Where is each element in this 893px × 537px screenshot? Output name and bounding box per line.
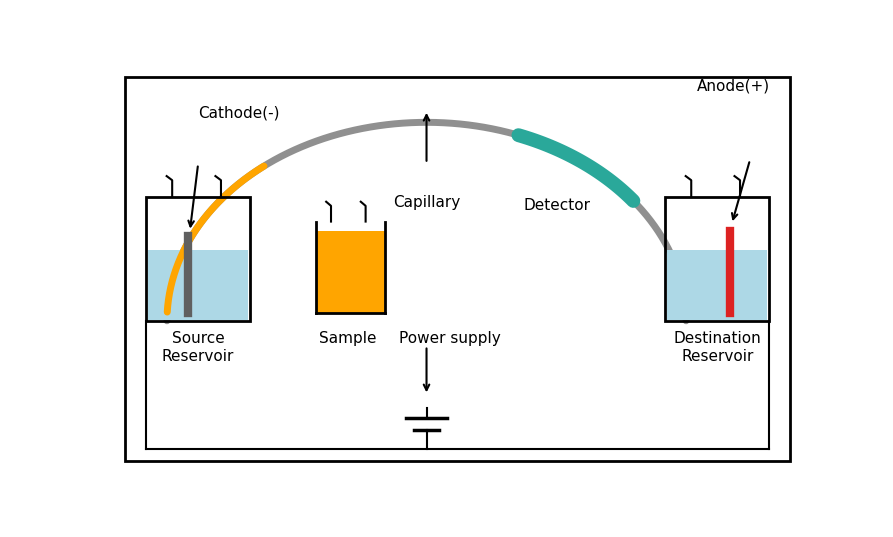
Bar <box>148 250 248 320</box>
Text: Capillary: Capillary <box>393 195 460 209</box>
Text: Cathode(-): Cathode(-) <box>198 105 280 120</box>
Bar <box>316 231 385 313</box>
Text: Destination
Reservoir: Destination Reservoir <box>673 331 761 364</box>
Bar <box>667 250 767 320</box>
Text: Sample: Sample <box>320 331 377 346</box>
Text: Detector: Detector <box>523 198 590 213</box>
Text: Anode(+): Anode(+) <box>697 78 770 93</box>
Bar <box>146 197 250 321</box>
Text: Source
Reservoir: Source Reservoir <box>162 331 234 364</box>
Bar <box>665 197 769 321</box>
Text: Power supply: Power supply <box>399 331 501 346</box>
